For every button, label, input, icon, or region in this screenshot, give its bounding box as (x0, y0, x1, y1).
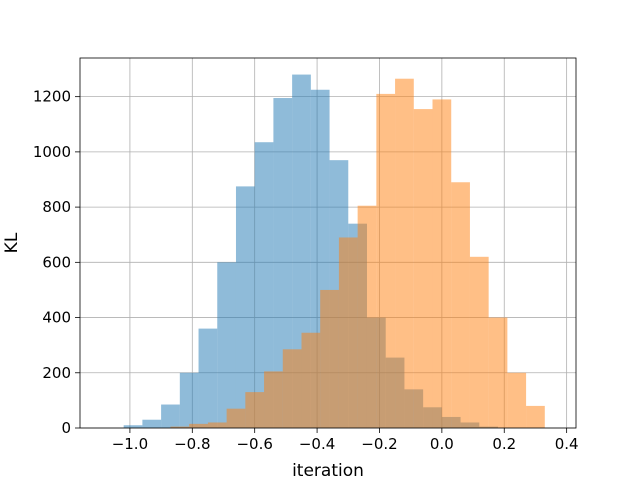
x-axis-label: iteration (292, 461, 364, 480)
x-axis-ticks: −1.0 −0.8 −0.6 −0.4 −0.2 0.0 0.2 0.4 (112, 428, 579, 453)
histogram-bar (338, 237, 358, 428)
y-axis-label: KL (2, 232, 22, 253)
histogram-bar (264, 371, 283, 428)
y-tick-label: 600 (42, 253, 71, 271)
histogram-bar (207, 422, 227, 428)
x-tick-label: −1.0 (112, 435, 148, 453)
y-tick-label: 0 (61, 419, 71, 437)
histogram-bar (301, 332, 321, 428)
histogram-bar (469, 256, 489, 428)
histogram-bar (376, 93, 396, 429)
histogram-bar (198, 328, 218, 428)
x-tick-label: 0.0 (430, 435, 454, 453)
histogram-bar (526, 405, 545, 428)
y-tick-label: 1000 (33, 143, 71, 161)
histogram-bar (142, 419, 162, 428)
histogram-bar (245, 392, 265, 428)
y-tick-label: 400 (42, 309, 71, 327)
y-tick-label: 800 (42, 198, 71, 216)
x-tick-label: −0.6 (236, 435, 272, 453)
histogram-bar (282, 349, 302, 428)
histogram-bar (226, 408, 246, 428)
histogram-bars (123, 74, 545, 429)
histogram-bar (254, 142, 274, 428)
y-axis-ticks: 0 200 400 600 800 1000 1200 (33, 88, 80, 437)
histogram-bar (488, 317, 508, 428)
histogram-bar (432, 99, 452, 428)
histogram-bar (189, 423, 208, 428)
x-tick-label: 0.2 (492, 435, 516, 453)
histogram-bar (170, 426, 190, 428)
plot-frame (79, 57, 577, 429)
histogram-bar (413, 109, 433, 428)
x-tick-label: −0.2 (361, 435, 397, 453)
y-tick-label: 1200 (33, 88, 71, 106)
histogram-bar (395, 78, 414, 428)
histogram-bar (320, 289, 339, 428)
histogram-bar (217, 262, 236, 428)
y-tick-label: 200 (42, 364, 71, 382)
histogram-bar (273, 98, 293, 428)
x-tick-label: −0.8 (174, 435, 210, 453)
histogram-bar (123, 425, 143, 428)
x-tick-label: 0.4 (555, 435, 579, 453)
histogram-bar (161, 404, 180, 428)
x-tick-label: −0.4 (299, 435, 335, 453)
histogram-bar (451, 182, 470, 428)
histogram-bar (357, 205, 377, 428)
histogram-bar (507, 372, 527, 428)
histogram-series-2 (170, 78, 545, 429)
histogram-bar (235, 186, 255, 428)
histogram-bar (179, 372, 199, 428)
